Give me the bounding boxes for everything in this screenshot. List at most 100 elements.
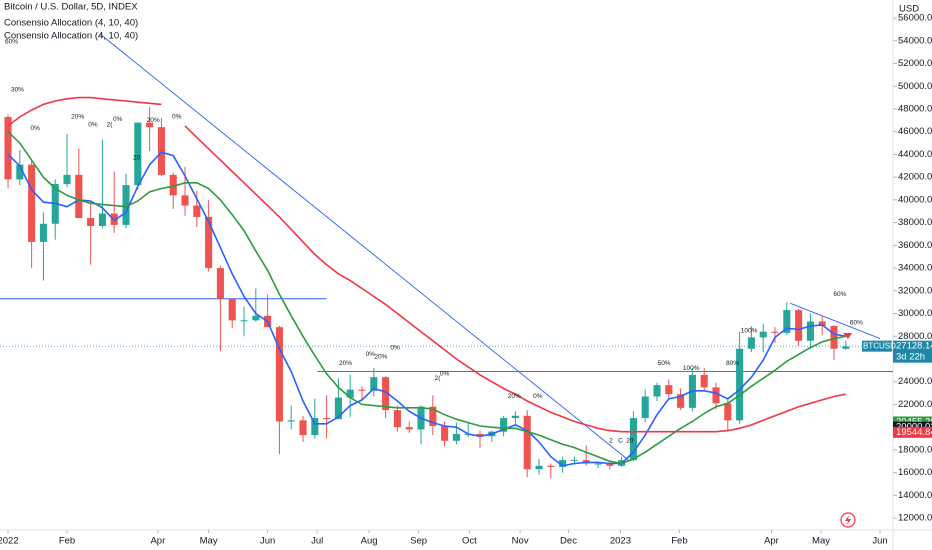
candle-body xyxy=(441,426,449,441)
y-tick-label: 54000.00 xyxy=(898,35,932,46)
ma-line xyxy=(7,151,846,467)
ma-line xyxy=(7,96,846,433)
candle-body xyxy=(724,403,732,421)
chart-title: Bitcoin / U.S. Dollar, 5D, INDEX xyxy=(4,2,138,13)
y-tick-label: 34000.00 xyxy=(898,263,932,274)
annotation: 60% xyxy=(833,291,846,298)
annotation: 0% xyxy=(533,393,543,400)
candle-body xyxy=(216,268,224,299)
y-tick-label: 18000.00 xyxy=(898,444,932,455)
trendline xyxy=(99,33,631,462)
indicator-label: Consensio Allocation (4, 10, 40) xyxy=(4,18,138,29)
x-tick-label: Apr xyxy=(150,536,165,547)
candle-body xyxy=(700,374,708,388)
annotation: 20% xyxy=(71,114,84,121)
y-axis-label: USD xyxy=(899,4,919,15)
candle-body xyxy=(122,185,130,225)
annotation: 0% xyxy=(30,125,40,132)
candle-body xyxy=(4,116,12,180)
indicator-label: Consensio Allocation (4, 10, 40) xyxy=(4,31,138,42)
x-tick-label: Aug xyxy=(361,536,378,547)
candle-body xyxy=(16,164,24,180)
y-tick-label: 44000.00 xyxy=(898,149,932,160)
y-tick-label: 32000.00 xyxy=(898,285,932,296)
annotation: C xyxy=(618,438,623,445)
y-tick-label: 22000.00 xyxy=(898,399,932,410)
y-tick-label: 14000.00 xyxy=(898,490,932,501)
x-tick-label: Apr xyxy=(764,536,779,547)
y-tick-label: 56000.00 xyxy=(898,13,932,24)
candle-body xyxy=(39,223,47,242)
candle-body xyxy=(653,385,661,397)
candle-body xyxy=(146,122,154,128)
annotation: 0% xyxy=(440,370,450,377)
annotation: 60% xyxy=(850,319,863,326)
candle-body xyxy=(228,298,236,321)
price-countdown: 3d 22h xyxy=(896,352,925,363)
candle-body xyxy=(405,427,413,430)
annotation: 0% xyxy=(88,122,98,129)
symbol-label-box xyxy=(862,340,892,352)
x-tick-label: May xyxy=(200,536,218,547)
annotation: 0% xyxy=(113,116,123,123)
candle-body xyxy=(842,346,850,349)
x-tick-label: 2023 xyxy=(610,536,631,547)
candle-body xyxy=(28,164,36,242)
y-tick-label: 42000.00 xyxy=(898,172,932,183)
candle-body xyxy=(535,465,543,470)
candle-body xyxy=(311,418,319,436)
x-tick-label: 2022 xyxy=(0,536,19,547)
x-tick-label: Sep xyxy=(410,536,427,547)
y-tick-label: 12000.00 xyxy=(898,513,932,524)
annotation: 0% xyxy=(366,351,376,358)
ma-line xyxy=(7,131,846,465)
annotation: 2( xyxy=(107,122,114,129)
candle-body xyxy=(771,331,779,333)
annotation: 20% xyxy=(508,393,521,400)
candle-body xyxy=(511,415,519,419)
annotation: 20% xyxy=(339,360,352,367)
y-tick-label: 48000.00 xyxy=(898,103,932,114)
candle-body xyxy=(523,415,531,470)
symbol-label: BTCUSD xyxy=(863,341,896,350)
candle-body xyxy=(157,127,165,175)
annotation: 20 xyxy=(626,438,634,445)
price-label: 27128.14 xyxy=(896,341,932,352)
annotation: 2 xyxy=(609,438,613,445)
candle-body xyxy=(818,321,826,327)
price-label-box xyxy=(893,340,932,363)
annotation: 100% xyxy=(683,365,700,372)
y-tick-label: 52000.00 xyxy=(898,58,932,69)
candle-body xyxy=(759,331,767,338)
candle-body xyxy=(429,406,437,427)
candle-body xyxy=(299,420,307,436)
price-label-box xyxy=(893,426,932,438)
price-label: 19544.84 xyxy=(896,427,932,438)
x-tick-label: May xyxy=(812,536,830,547)
candle-body xyxy=(736,348,744,421)
candle-body xyxy=(500,418,508,432)
x-tick-label: Jun xyxy=(260,536,275,547)
candle-body xyxy=(240,320,248,322)
candle-body xyxy=(547,465,555,467)
candle-body xyxy=(358,389,366,391)
candle-body xyxy=(559,460,567,467)
candle-body xyxy=(134,122,142,186)
annotation: 0% xyxy=(172,114,182,121)
annotation: 20% xyxy=(147,117,160,124)
candle-body xyxy=(334,397,342,420)
logo xyxy=(840,512,856,528)
annotation: 0% xyxy=(390,344,400,351)
x-tick-label: Nov xyxy=(512,536,529,547)
annotation: 80% xyxy=(726,360,739,367)
y-tick-label: 30000.00 xyxy=(898,308,932,319)
annotation: 30% xyxy=(11,86,24,93)
candle-body xyxy=(181,195,189,206)
candle-body xyxy=(98,213,106,227)
candle-body xyxy=(747,337,755,349)
candle-body xyxy=(287,420,295,422)
